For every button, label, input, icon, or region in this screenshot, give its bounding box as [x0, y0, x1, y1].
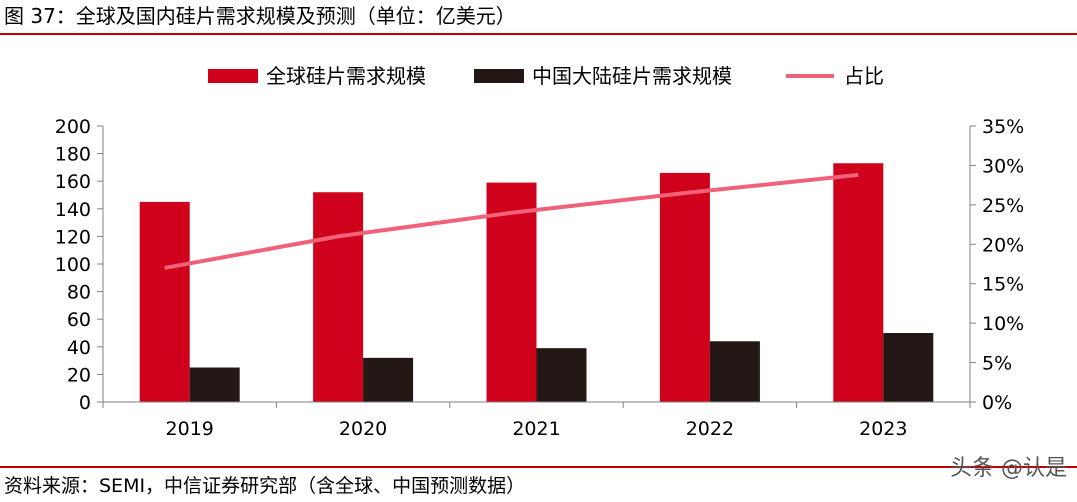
y2-tick-label: 25% — [982, 195, 1024, 217]
bar-china-2023 — [883, 333, 934, 402]
legend-label-2: 占比 — [844, 64, 884, 88]
axes-layer: 0 20 40 60 80 100 120 140 160 180 200 0% 5% 10% 15% 20%… — [55, 116, 1025, 440]
legend-label-1: 中国大陆硅片需求规模 — [532, 64, 732, 88]
line-layer — [164, 172, 859, 270]
y-tick-label: 60 — [67, 309, 91, 331]
bar-china-2019 — [189, 367, 240, 402]
bar-global-2019 — [139, 201, 190, 402]
x-tick-label: 2021 — [512, 418, 560, 440]
y-tick-label: 160 — [55, 171, 91, 193]
bars-layer — [139, 163, 934, 402]
y-tick-label: 40 — [67, 337, 91, 359]
legend-swatch-1 — [474, 69, 524, 83]
bar-global-2022 — [659, 172, 710, 402]
legend-swatch-0 — [208, 69, 258, 83]
source-note: 资料来源：SEMI，中信证券研究部（含全球、中国预测数据） — [4, 475, 526, 497]
chart: 全球硅片需求规模 中国大陆硅片需求规模 占比 0 20 40 60 80 100 120 140 1… — [55, 64, 1025, 440]
y-tick-label: 0 — [79, 392, 91, 414]
y-tick-label: 180 — [55, 144, 91, 166]
line-series-share — [164, 172, 859, 270]
footer-divider — [0, 466, 1077, 468]
watermark: 头条 @认是 — [950, 456, 1067, 481]
y-tick-label: 140 — [55, 199, 91, 221]
x-tick-label: 2020 — [339, 418, 387, 440]
y2-tick-label: 35% — [982, 116, 1024, 138]
bar-china-2021 — [536, 348, 587, 402]
chart-title: 图 37：全球及国内硅片需求规模及预测（单位：亿美元） — [4, 4, 516, 28]
y2-tick-label: 0% — [982, 392, 1012, 414]
x-tick-label: 2023 — [859, 418, 907, 440]
bar-china-2022 — [709, 341, 760, 402]
y-tick-label: 20 — [67, 364, 91, 386]
y2-tick-label: 30% — [982, 155, 1024, 177]
y2-tick-label: 20% — [982, 234, 1024, 256]
y-tick-label: 120 — [55, 226, 91, 248]
y2-tick-label: 5% — [982, 353, 1012, 375]
bar-china-2020 — [363, 357, 414, 402]
title-divider — [0, 33, 1077, 35]
y-tick-label: 200 — [55, 116, 91, 138]
x-tick-label: 2022 — [686, 418, 734, 440]
y-tick-label: 80 — [67, 282, 91, 304]
legend: 全球硅片需求规模 中国大陆硅片需求规模 占比 — [208, 64, 884, 88]
y2-tick-label: 10% — [982, 313, 1024, 335]
x-tick-label: 2019 — [166, 418, 214, 440]
bar-global-2021 — [486, 182, 537, 402]
bar-global-2020 — [313, 192, 364, 402]
y-tick-label: 100 — [55, 254, 91, 276]
y2-tick-label: 15% — [982, 274, 1024, 296]
legend-label-0: 全球硅片需求规模 — [266, 64, 426, 88]
bar-global-2023 — [833, 163, 884, 402]
